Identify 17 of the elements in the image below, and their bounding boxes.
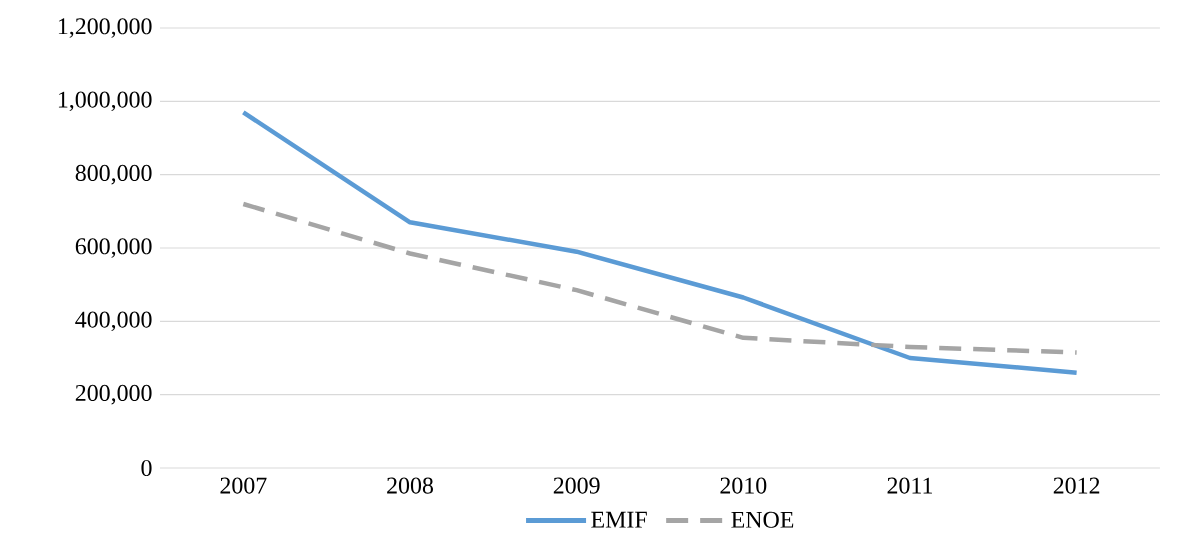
- y-tick-label: 200,000: [75, 384, 152, 405]
- legend-label: EMIF: [591, 511, 647, 528]
- x-tick-label: 2007: [220, 477, 267, 494]
- y-tick-label: 0: [141, 459, 152, 477]
- x-tick-label: 2008: [387, 477, 433, 494]
- y-tick-label: 600,000: [75, 238, 152, 258]
- line-series: [241, 201, 1079, 355]
- x-tick-label: 2012: [1053, 477, 1100, 494]
- legend-label: ENOE: [731, 511, 794, 528]
- y-tick-label: 400,000: [75, 311, 152, 332]
- x-tick-label: 2010: [720, 477, 767, 494]
- y-tick-label: 1,000,000: [58, 91, 152, 112]
- x-tick-label: 2011: [887, 477, 932, 494]
- y-tick-label: 800,000: [75, 164, 152, 185]
- y-tick-label: 1,200,000: [58, 18, 152, 38]
- x-tick-label: 2009: [553, 477, 600, 494]
- line-series: [241, 110, 1079, 375]
